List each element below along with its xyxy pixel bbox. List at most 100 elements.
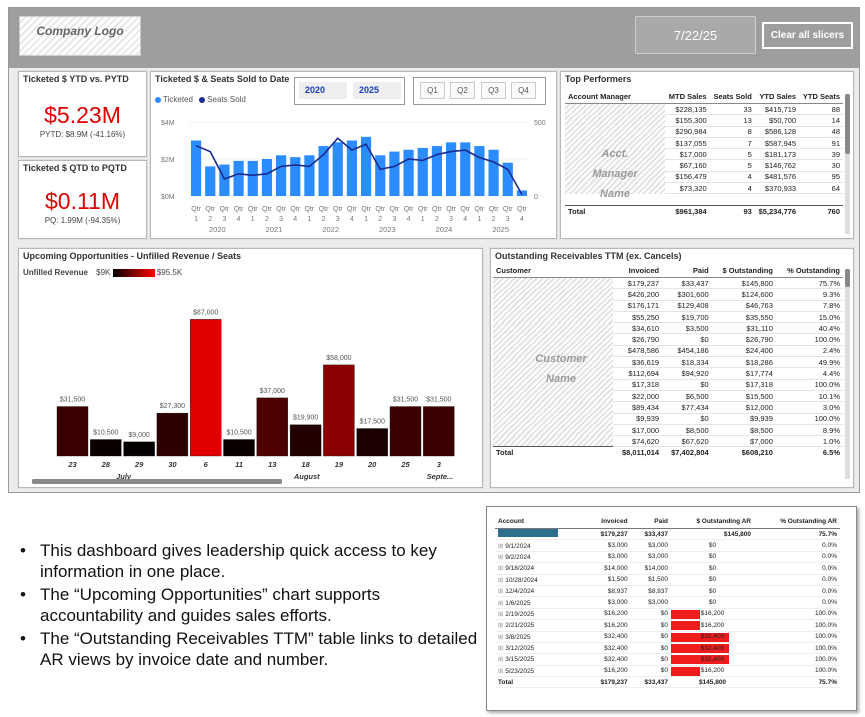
table-row[interactable]: $67,160 5 $146,762 30	[565, 159, 843, 172]
recv-header[interactable]: $ Outstanding	[711, 266, 776, 278]
perf-header[interactable]: YTD Sales	[754, 92, 800, 104]
table-row[interactable]: $156,479 4 $481,576 95	[565, 171, 843, 184]
opps-scrollbar[interactable]	[32, 479, 282, 484]
qtr-num: 3	[222, 216, 226, 223]
qtr-num: 4	[407, 216, 411, 223]
kpi-card-ytd: Ticketed $ YTD vs. PYTD $5.23M PYTD: $8.…	[18, 71, 147, 157]
q3-button[interactable]: Q3	[481, 82, 506, 99]
recv-header[interactable]: Invoiced	[613, 266, 663, 278]
ticketed-bar	[318, 146, 329, 196]
total-row: Total $961,384 93 $5,234,776 760	[565, 204, 843, 217]
table-row[interactable]: $34,610 $3,500 $31,110 40.4%	[493, 322, 843, 335]
table-cell: $0	[630, 665, 671, 678]
table-row[interactable]: ⊞ 3/8/2025 $32,400 $0 $32,400 100.0%	[495, 631, 840, 643]
table-row[interactable]: $26,790 $0 $26,790 100.0%	[493, 333, 843, 346]
table-cell: 100.0%	[754, 665, 840, 678]
recv-scrollbar[interactable]	[845, 269, 850, 479]
ar-header[interactable]: Paid	[630, 517, 671, 529]
table-cell: $0	[662, 379, 712, 391]
ar-header[interactable]: Account	[495, 517, 586, 529]
table-row[interactable]: ⊞ 12/4/2024 $8,937 $8,937 $0 0.0%	[495, 585, 840, 598]
table-cell: $26,790	[613, 333, 663, 346]
table-row[interactable]: $36,619 $18,334 $18,286 49.9%	[493, 356, 843, 369]
table-row[interactable]: ⊞ 5/23/2025 $16,200 $0 $16,200 100.0%	[495, 665, 840, 678]
total-cell: 93	[709, 204, 755, 217]
perf-header[interactable]: MTD Sales	[665, 92, 710, 104]
masked-name	[493, 367, 613, 380]
table-cell: $0	[671, 574, 754, 586]
perf-header[interactable]: YTD Seats	[799, 92, 843, 104]
table-row[interactable]: ⊞ 9/18/2024 $14,000 $14,000 $0 0.0%	[495, 562, 840, 575]
day-label: 29	[134, 460, 144, 469]
table-cell: $16,200	[585, 619, 631, 632]
table-cell: $14,000	[585, 562, 631, 575]
table-cell: 100.0%	[775, 379, 843, 391]
clear-slicers-button[interactable]: Clear all slicers	[762, 22, 853, 49]
table-row[interactable]: ⊞ 10/28/2024 $1,500 $1,500 $0 0.0%	[495, 574, 840, 586]
combo-title: Ticketed $ & Seats Sold to Date	[155, 74, 290, 84]
table-row[interactable]: ⊞ 9/1/2024 $3,000 $3,000 $0 0.0%	[495, 539, 840, 552]
recv-header[interactable]: Customer	[493, 266, 613, 278]
recv-header[interactable]: % Outstanding	[775, 266, 843, 278]
kpi-ytd-value: $5.23M	[44, 102, 121, 128]
q1-button[interactable]: Q1	[420, 82, 445, 99]
table-row[interactable]: $9,939 $0 $9,939 100.0%	[493, 413, 843, 425]
qtr-num: 3	[506, 216, 510, 223]
table-cell: 4.4%	[775, 367, 843, 380]
year-label: 2023	[379, 225, 396, 234]
perf-header[interactable]: Account Manager	[565, 92, 665, 104]
recv-header[interactable]: Paid	[662, 266, 712, 278]
table-cell: 100.0%	[775, 413, 843, 425]
table-row[interactable]: ⊞ 1/6/2025 $3,000 $3,000 $0 0.0%	[495, 596, 840, 609]
ticketed-bar	[431, 146, 443, 196]
table-row[interactable]: $73,320 4 $370,933 64	[565, 182, 843, 195]
performers-scrollbar[interactable]	[845, 94, 850, 234]
table-cell: $145,800	[671, 528, 754, 541]
table-row[interactable]: $176,171 $129,408 $46,763 7.8%	[493, 300, 843, 312]
table-row[interactable]: ⊞ 3/12/2025 $32,400 $0 $32,400 100.0%	[495, 642, 840, 655]
table-row[interactable]: $17,318 $0 $17,318 100.0%	[493, 379, 843, 391]
qtr-num: 2	[435, 216, 439, 223]
table-cell: $32,400	[671, 642, 754, 655]
table-cell: $8,937	[630, 585, 671, 598]
table-row[interactable]: $112,694 $94,920 $17,774 4.4%	[493, 367, 843, 380]
table-row[interactable]: ⊞ 9/2/2024 $3,000 $3,000 $0 0.0%	[495, 551, 840, 564]
y-tick-right: 0	[534, 194, 538, 201]
qtr-label: Qtr	[375, 206, 385, 213]
table-row[interactable]: $155,300 13 $50,700 14	[565, 114, 843, 127]
table-row[interactable]: $478,586 $454,186 $24,400 2.4%	[493, 345, 843, 358]
table-cell: $129,408	[662, 300, 712, 312]
qtr-num: 2	[322, 216, 326, 223]
q4-button[interactable]: Q4	[511, 82, 536, 99]
ar-header[interactable]: $ Outstanding AR	[671, 517, 754, 529]
table-row[interactable]: $74,620 $67,620 $7,000 1.0%	[493, 435, 843, 448]
masked-name	[493, 300, 613, 312]
masked-name	[493, 322, 613, 334]
ar-header[interactable]: Invoiced	[585, 517, 631, 529]
table-row[interactable]: $17,000 $8,500 $8,500 8.9%	[493, 424, 843, 437]
table-row[interactable]: $426,200 $301,600 $124,600 9.3%	[493, 288, 843, 301]
q2-button[interactable]: Q2	[450, 82, 475, 99]
table-row[interactable]: ⊞ 3/15/2025 $32,400 $0 $32,400 100.0%	[495, 653, 840, 666]
table-row[interactable]: $17,000 5 $181,173 39	[565, 148, 843, 161]
table-row[interactable]: $137,055 7 $587,945 91	[565, 137, 843, 150]
date-slicer[interactable]: 7/22/25	[635, 16, 756, 54]
table-row[interactable]: ⊞ 2/19/2025 $16,200 $0 $16,200 100.0%	[495, 608, 840, 621]
table-row[interactable]: $179,237 $33,437 $145,800 75.7%	[493, 277, 843, 290]
table-row[interactable]: $55,250 $19,700 $35,550 15.0%	[493, 311, 843, 324]
perf-header[interactable]: Seats Sold	[709, 92, 755, 104]
opps-legend-label: Unfilled Revenue	[23, 268, 88, 277]
table-row[interactable]: $22,000 $6,500 $15,500 10.1%	[493, 390, 843, 403]
table-row[interactable]: $228,135 33 $415,719 88	[565, 103, 843, 116]
masked-name	[493, 401, 613, 414]
ar-account-row[interactable]: $179,237 $33,437 $145,800 75.7%	[495, 528, 840, 541]
table-row[interactable]: $290,984 8 $586,128 48	[565, 126, 843, 138]
opportunity-bar	[389, 406, 422, 457]
table-row[interactable]: ⊞ 2/21/2025 $16,200 $0 $16,200 100.0%	[495, 619, 840, 632]
table-cell: $0	[671, 596, 754, 609]
year-2020-button[interactable]: 2020	[299, 82, 347, 99]
year-2025-button[interactable]: 2025	[353, 82, 401, 99]
ar-header[interactable]: % Outstanding AR	[754, 517, 840, 529]
table-row[interactable]: $89,434 $77,434 $12,000 3.0%	[493, 401, 843, 414]
ticketed-bar	[445, 142, 457, 196]
